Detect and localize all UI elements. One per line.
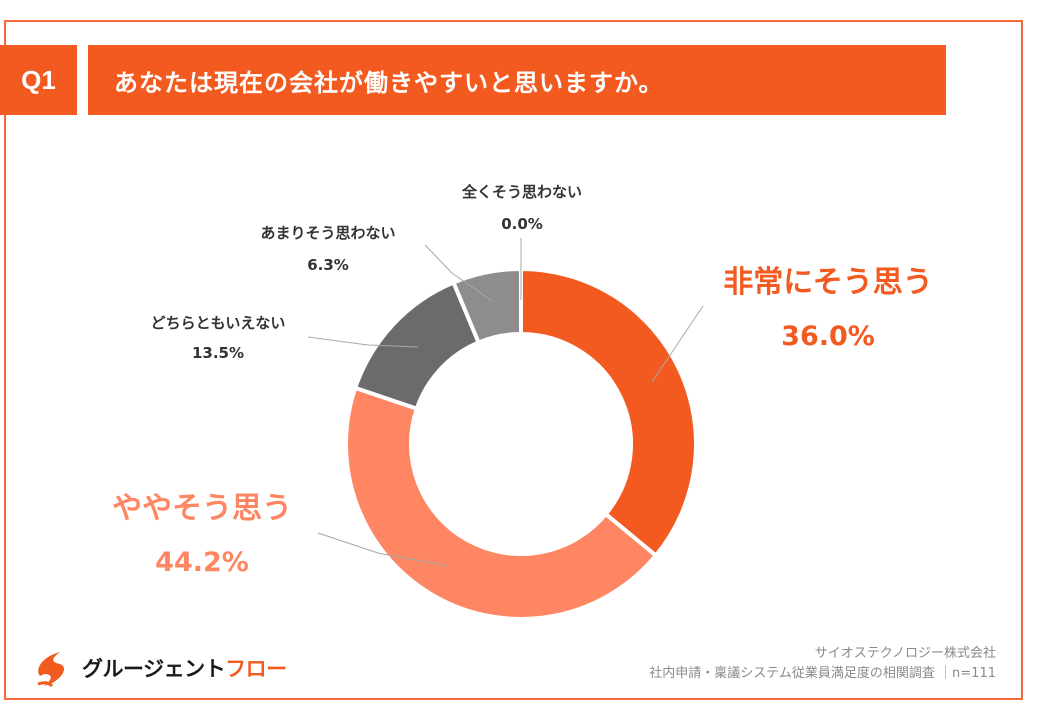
leader-line-very-much — [651, 305, 704, 383]
slice-label-not-at-all: 全くそう思わない — [461, 183, 582, 201]
source-survey-line: 社内申請・稟議システム従業員満足度の相関調査 ｜n=111 — [649, 666, 996, 681]
leader-line-not-much — [424, 244, 493, 302]
slice-very-much — [519, 266, 698, 559]
leader-line-neutral — [307, 336, 419, 348]
leader-lines — [307, 238, 704, 567]
leader-line-somewhat — [317, 532, 449, 567]
question-title: あなたは現在の会社が働きやすいと思いますか。 — [88, 45, 946, 115]
slice-value-not-much: 6.3% — [307, 256, 349, 274]
source-survey: 社内申請・稟議システム従業員満足度の相関調査 — [649, 666, 935, 681]
donut-slices — [344, 266, 698, 621]
slice-value-very-much: 36.0% — [781, 321, 875, 352]
question-number-badge: Q1 — [0, 45, 77, 115]
slice-label-somewhat: ややそう思う — [112, 491, 292, 526]
slice-value-somewhat: 44.2% — [155, 547, 249, 578]
source-sample-size: n=111 — [952, 666, 996, 681]
brand-name-part2: フロー — [225, 657, 287, 681]
source-note: サイオステクノロジー株式会社 社内申請・稟議システム従業員満足度の相関調査 ｜n… — [649, 644, 996, 684]
brand-logo: グルージェントフロー — [30, 645, 287, 691]
brand-name-part1: グルージェント — [82, 657, 226, 681]
slice-label-neutral: どちらともいえない — [151, 314, 286, 332]
slice-label-not-much: あまりそう思わない — [260, 224, 395, 242]
slice-somewhat — [344, 385, 659, 621]
brand-name: グルージェントフロー — [82, 653, 287, 683]
slice-label-very-much: 非常にそう思う — [723, 265, 932, 300]
slice-value-neutral: 13.5% — [192, 344, 244, 362]
source-company: サイオステクノロジー株式会社 — [814, 646, 996, 661]
slice-value-not-at-all: 0.0% — [501, 215, 543, 233]
flame-logo-icon — [37, 652, 65, 688]
